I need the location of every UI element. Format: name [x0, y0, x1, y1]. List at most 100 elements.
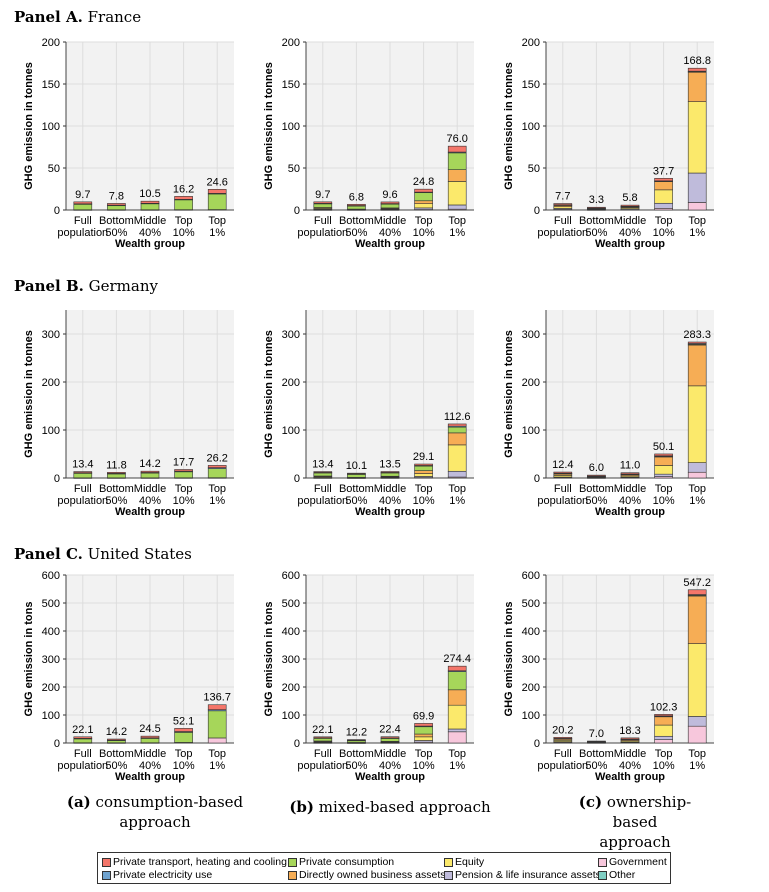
panel-a-title: Panel A. France	[14, 8, 142, 26]
y-tick-label: 100	[42, 425, 60, 437]
bar-total-label: 24.5	[139, 723, 160, 735]
bar-segment-private-consumption	[414, 726, 433, 735]
bar-total-label: 16.2	[173, 183, 194, 195]
y-tick-label: 0	[534, 473, 540, 485]
x-tick-label: Top	[208, 483, 226, 495]
y-tick-label: 500	[282, 598, 300, 610]
y-tick-label: 100	[522, 710, 540, 722]
x-tick-label: 40%	[379, 227, 401, 239]
y-tick-label: 200	[282, 377, 300, 389]
x-tick-label: Full	[74, 483, 92, 495]
x-axis-label: Wealth group	[595, 238, 665, 250]
bar-segment-private-transport-heating-and-cooling	[174, 728, 193, 732]
bar-total-label: 6.0	[589, 462, 604, 474]
x-tick-label: Full	[74, 215, 92, 227]
x-tick-label: 40%	[379, 760, 401, 772]
x-tick-label: 10%	[173, 760, 195, 772]
x-tick-label: Middle	[614, 748, 646, 760]
x-tick-label: 40%	[139, 227, 161, 239]
x-axis-label: Wealth group	[595, 771, 665, 783]
x-tick-label: 50%	[585, 227, 607, 239]
x-tick-label: Top	[448, 215, 466, 227]
x-axis-label: Wealth group	[595, 506, 665, 518]
bar-segment-private-transport-heating-and-cooling	[654, 453, 673, 457]
y-tick-label: 0	[54, 205, 60, 217]
bar-segment-equity	[414, 203, 433, 209]
x-tick-label: Bottom	[339, 483, 374, 495]
bar-total-label: 9.7	[315, 189, 330, 201]
bar-total-label: 52.1	[173, 715, 194, 727]
x-axis-label: Wealth group	[355, 506, 425, 518]
x-tick-label: 50%	[105, 495, 127, 507]
y-tick-label: 400	[42, 626, 60, 638]
bar-total-label: 18.3	[619, 725, 640, 737]
bar-segment-equity	[414, 736, 433, 741]
y-tick-label: 100	[522, 425, 540, 437]
x-tick-label: Middle	[134, 483, 166, 495]
bar-segment-private-transport-heating-and-cooling	[687, 67, 707, 72]
y-axis-label: GHG emission in tons	[503, 602, 515, 717]
y-tick-label: 0	[294, 738, 300, 750]
caption-c: (c) ownership-based approach	[578, 793, 692, 851]
bar-segment-directly-owned-business-assets	[414, 733, 433, 738]
x-tick-label: Middle	[134, 748, 166, 760]
legend-item-government: Government	[598, 856, 667, 868]
y-tick-label: 150	[522, 79, 540, 91]
bar-segment-government	[687, 725, 707, 744]
x-tick-label: 50%	[105, 227, 127, 239]
bar-total-label: 12.2	[346, 727, 367, 739]
x-tick-label: population	[57, 760, 108, 772]
x-tick-label: 1%	[209, 495, 225, 507]
bar-segment-pension-life-insurance-assets	[687, 172, 707, 203]
bar-segment-equity	[687, 385, 707, 463]
x-tick-label: 10%	[413, 227, 435, 239]
x-tick-label: population	[537, 227, 588, 239]
bar-total-label: 26.2	[206, 452, 227, 464]
bar-total-label: 13.5	[379, 459, 400, 471]
bar-segment-private-transport-heating-and-cooling	[553, 471, 573, 474]
y-tick-label: 50	[528, 163, 540, 175]
bar-total-label: 17.7	[173, 457, 194, 469]
bar-total-label: 283.3	[683, 329, 711, 341]
y-tick-label: 0	[294, 473, 300, 485]
bar-segment-private-transport-heating-and-cooling	[447, 145, 467, 153]
x-tick-label: Top	[175, 483, 193, 495]
bar-segment-private-consumption	[140, 738, 160, 744]
bar-segment-private-transport-heating-and-cooling	[73, 736, 93, 739]
bar-total-label: 102.3	[650, 701, 678, 713]
bar-segment-private-consumption	[174, 471, 193, 479]
y-tick-label: 0	[54, 738, 60, 750]
bar-segment-directly-owned-business-assets	[687, 595, 707, 644]
bar-segment-directly-owned-business-assets	[654, 716, 673, 726]
bar-segment-pension-life-insurance-assets	[687, 716, 707, 727]
x-tick-label: 50%	[105, 760, 127, 772]
x-tick-label: Bottom	[339, 215, 374, 227]
x-tick-label: Bottom	[579, 215, 614, 227]
y-axis-label: GHG emission in tons	[263, 602, 275, 717]
legend-item-transport: Private transport, heating and cooling	[102, 856, 287, 868]
y-tick-label: 100	[42, 121, 60, 133]
x-tick-label: Bottom	[579, 483, 614, 495]
x-tick-label: Middle	[374, 215, 406, 227]
bar-segment-private-transport-heating-and-cooling	[620, 204, 640, 207]
y-tick-label: 200	[42, 682, 60, 694]
panel-c-title: Panel C. United States	[14, 545, 192, 563]
y-axis-label: GHG emission in tonnes	[503, 330, 515, 458]
x-tick-label: 1%	[689, 760, 705, 772]
x-tick-label: Bottom	[579, 748, 614, 760]
x-tick-label: Top	[175, 748, 193, 760]
x-tick-label: Middle	[134, 215, 166, 227]
x-tick-label: Top	[415, 483, 433, 495]
y-tick-label: 0	[534, 738, 540, 750]
bar-segment-private-consumption	[414, 465, 433, 471]
bar-total-label: 22.1	[312, 724, 333, 736]
y-axis-label: GHG emission in tonnes	[503, 62, 515, 190]
x-tick-label: Bottom	[339, 748, 374, 760]
bar-segment-private-transport-heating-and-cooling	[414, 463, 433, 466]
y-tick-label: 50	[48, 163, 60, 175]
x-tick-label: Top	[688, 483, 706, 495]
legend-item-equity: Equity	[444, 856, 484, 868]
